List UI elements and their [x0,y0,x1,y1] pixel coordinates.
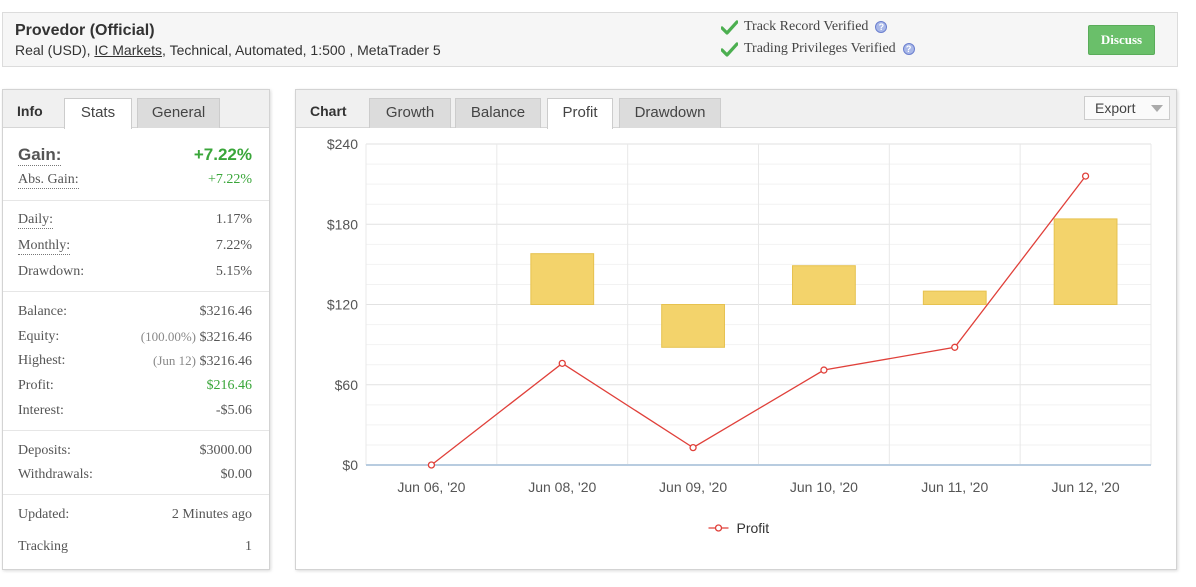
tab-growth[interactable]: Growth [369,98,451,128]
profit-line [431,175,1087,466]
tab-balance[interactable]: Balance [455,98,541,128]
y-tick-label: $120 [327,297,358,313]
tab-profit[interactable]: Profit [547,98,613,129]
daily-label: Daily: [18,212,53,229]
x-tick-label: Jun 08, '20 [528,479,596,495]
broker-link[interactable]: IC Markets [94,42,163,58]
tracking-label: Tracking [18,539,69,554]
divider [3,291,269,292]
profit-label: Profit: [18,378,54,393]
x-tick-label: Jun 11, '20 [921,479,988,495]
profit-point [820,366,828,374]
profit-point [1081,172,1090,180]
trading-privileges-verified: Trading Privileges Verified ? [721,41,915,57]
help-icon[interactable]: ? [902,43,915,55]
withdrawals-label: Withdrawals: [18,467,93,482]
abs-gain-value: +7.22% [207,172,252,187]
highest-value: $3216.46 [199,354,253,369]
info-tabbar: Info Stats General [3,90,269,129]
account-header: Provedor (Official) Real (USD), IC Marke… [2,12,1178,67]
highest-date: (Jun 12) [153,353,196,368]
chevron-down-icon [1151,105,1163,112]
daily-value: 1.17% [215,212,252,227]
y-tick-label: $60 [335,377,359,393]
y-tick-label: $240 [327,136,358,152]
deposits-label: Deposits: [18,443,71,458]
account-details: Real (USD), IC Markets, Technical, Autom… [15,42,441,58]
gain-value: +7.22% [193,145,252,164]
profit-point [427,461,436,469]
equity-percent: (100.00%) [140,329,196,344]
help-icon[interactable]: ? [875,21,888,33]
system-title: Provedor (Official) [15,22,155,39]
monthly-value: 7.22% [215,238,252,253]
drawdown-label: Drawdown: [18,264,85,279]
equity-label: Equity: [18,329,60,344]
track-record-verified: Track Record Verified ? [721,19,888,35]
track-record-verified-label: Track Record Verified [744,19,869,34]
profit-chart: $0 $60 $120 $180 $240 Jun 06, '20 Jun 08, '20 J… [327,136,1152,536]
profit-bar [530,253,595,306]
divider [3,494,269,495]
legend-label: Profit [737,520,770,536]
deposits-value: $3000.00 [199,443,253,458]
tracking-value: 1 [245,539,252,554]
drawdown-value: 5.15% [215,264,252,279]
abs-gain-label: Abs. Gain: [18,172,79,189]
chart-heading: Chart [310,103,347,119]
export-label: Export [1095,100,1136,116]
trading-privileges-verified-label: Trading Privileges Verified [744,41,896,56]
updated-label: Updated: [18,507,70,522]
account-info: , Technical, Automated, 1:500 , MetaTrad… [162,42,441,58]
balance-value: $3216.46 [199,304,253,319]
gain-label: Gain: [18,145,62,166]
chart-tabbar: Chart Growth Balance Profit Drawdown [296,90,1176,129]
y-tick-label: $0 [342,457,358,473]
tab-stats[interactable]: Stats [64,98,132,129]
y-tick-label: $180 [327,216,358,232]
info-heading: Info [17,103,43,119]
withdrawals-value: $0.00 [220,467,253,482]
highest-label: Highest: [18,353,66,368]
profit-point [558,359,566,368]
profit-bar [661,304,725,348]
divider [3,200,269,201]
x-tick-label: Jun 06, '20 [397,479,465,495]
profit-point [951,343,959,351]
updated-value: 2 Minutes ago [171,507,252,522]
check-icon [721,19,738,35]
equity-value: $3216.46 [199,330,253,345]
profit-point [689,443,697,452]
monthly-label: Monthly: [18,238,71,255]
export-dropdown[interactable]: Export [1084,96,1170,120]
x-tick-label: Jun 10, '20 [790,479,858,495]
legend-marker [714,524,723,532]
chart-panel: Chart Growth Balance Profit Drawdown Exp… [295,89,1177,570]
tab-drawdown[interactable]: Drawdown [619,98,721,128]
interest-label: Interest: [18,403,64,418]
profit-value: $216.46 [206,378,253,393]
balance-label: Balance: [18,304,67,319]
x-tick-label: Jun 12, '20 [1052,479,1120,495]
info-panel: Info Stats General Gain: +7.22% Abs. Gai… [2,89,270,570]
profit-bar [1053,218,1118,305]
interest-value: -$5.06 [215,403,252,418]
divider [3,430,269,431]
tab-general[interactable]: General [137,98,220,128]
account-type: Real (USD), [15,42,95,58]
profit-bar [792,265,856,305]
discuss-button[interactable]: Discuss [1088,25,1155,55]
x-tick-label: Jun 09, '20 [659,479,727,495]
check-icon [721,41,738,57]
profit-bar [922,290,987,305]
